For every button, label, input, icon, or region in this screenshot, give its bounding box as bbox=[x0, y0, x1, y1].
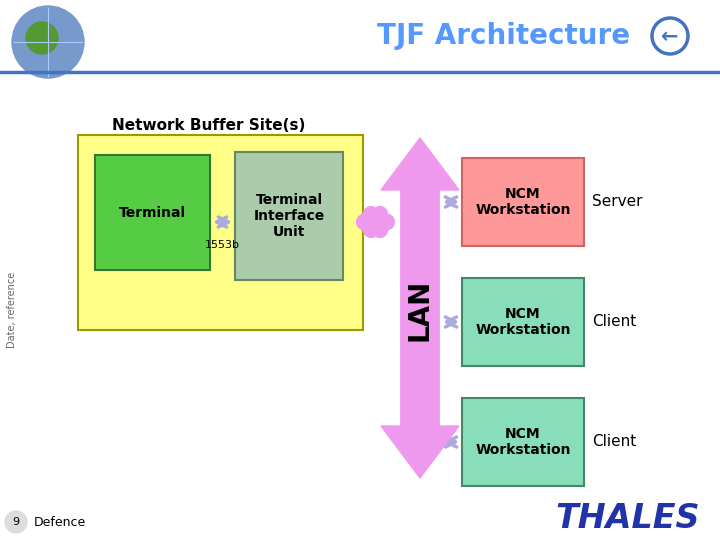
FancyArrow shape bbox=[381, 190, 459, 478]
Text: Terminal: Terminal bbox=[118, 206, 186, 220]
Circle shape bbox=[5, 511, 27, 533]
Bar bbox=[462, 398, 584, 486]
Text: Network Buffer Site(s): Network Buffer Site(s) bbox=[112, 118, 305, 133]
Bar bbox=[95, 155, 210, 270]
Text: TJF Architecture: TJF Architecture bbox=[377, 22, 630, 50]
Text: LAN: LAN bbox=[406, 279, 434, 341]
Bar bbox=[462, 278, 584, 366]
Text: Client: Client bbox=[592, 435, 636, 449]
Text: 1553b: 1553b bbox=[204, 240, 240, 250]
Text: THALES: THALES bbox=[555, 502, 700, 535]
Text: Client: Client bbox=[592, 314, 636, 329]
Text: 9: 9 bbox=[12, 517, 19, 527]
Bar bbox=[462, 158, 584, 246]
Text: ←: ← bbox=[661, 27, 679, 47]
Bar bbox=[235, 152, 343, 280]
Text: Date, reference: Date, reference bbox=[7, 272, 17, 348]
FancyArrow shape bbox=[381, 138, 459, 426]
Text: Defence: Defence bbox=[34, 516, 86, 529]
Text: NCM
Workstation: NCM Workstation bbox=[475, 307, 571, 337]
Text: NCM
Workstation: NCM Workstation bbox=[475, 427, 571, 457]
Circle shape bbox=[26, 22, 58, 54]
Text: Terminal
Interface
Unit: Terminal Interface Unit bbox=[253, 193, 325, 239]
Circle shape bbox=[12, 6, 84, 78]
Text: Server: Server bbox=[592, 194, 642, 210]
Bar bbox=[78, 135, 363, 330]
Text: NCM
Workstation: NCM Workstation bbox=[475, 187, 571, 217]
